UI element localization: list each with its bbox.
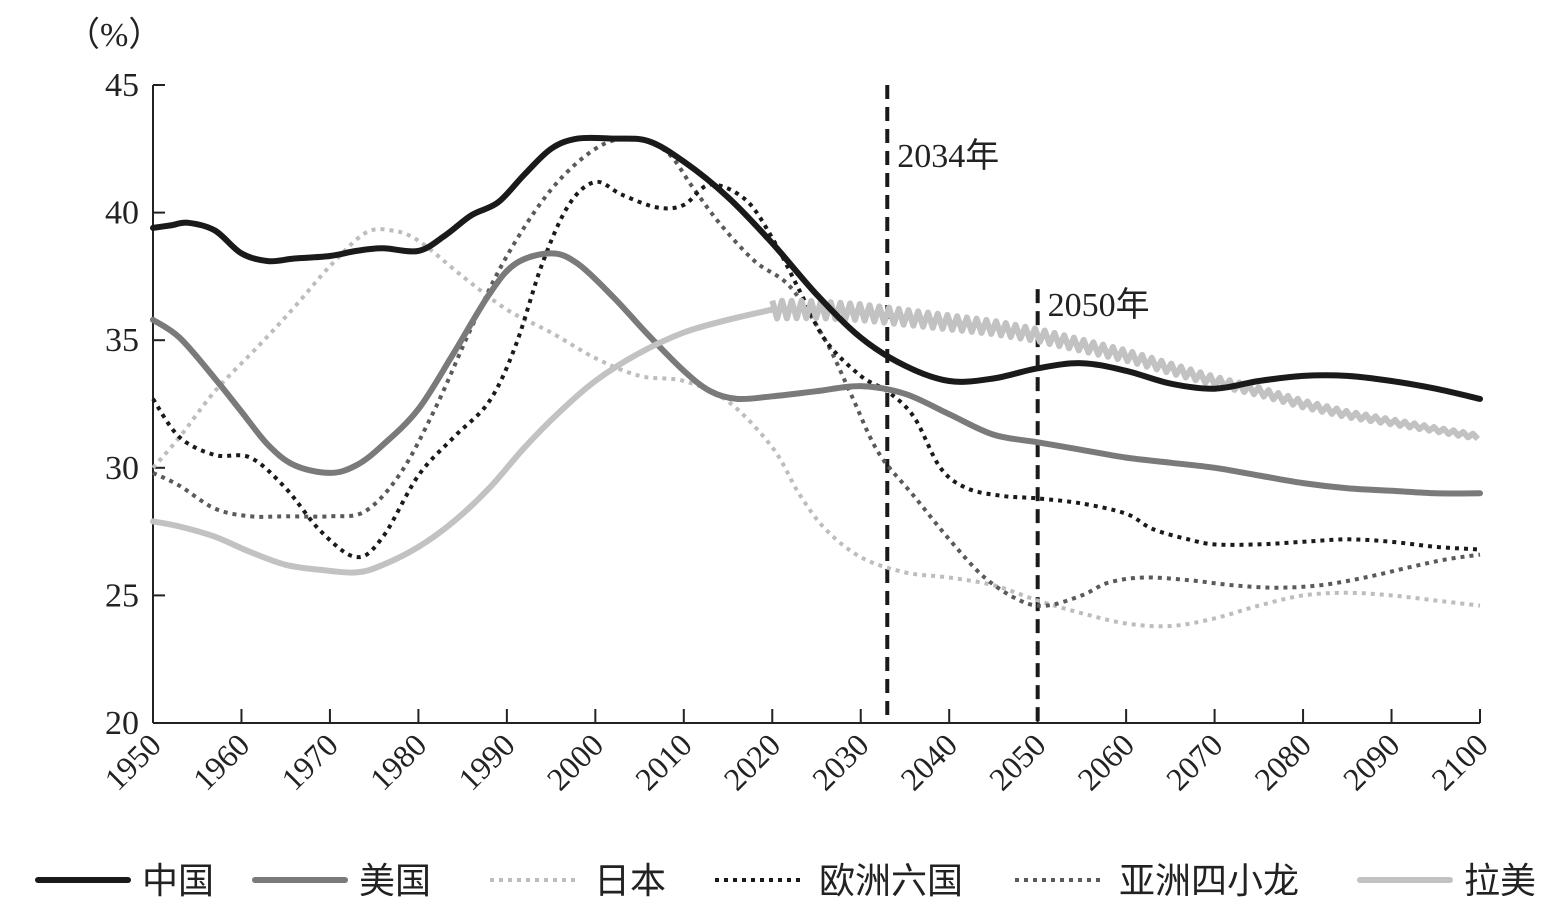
x-tick-label: 1970 <box>274 726 345 797</box>
y-tick-label: 20 <box>105 705 139 742</box>
y-tick-label: 30 <box>105 450 139 487</box>
legend-label: 日本 <box>594 861 666 902</box>
legend-label: 拉美 <box>1464 861 1536 902</box>
y-tick-label: 45 <box>105 67 139 104</box>
x-tick-label: 2000 <box>540 726 611 797</box>
y-tick-label: 35 <box>105 322 139 359</box>
annotation-label: 2050年 <box>1048 286 1150 324</box>
legend-label: 欧洲六国 <box>819 861 963 902</box>
x-tick-label: 2030 <box>805 726 876 797</box>
series-0-line <box>150 134 1483 402</box>
x-tick-label: 2090 <box>1336 726 1407 797</box>
legend-label: 美国 <box>359 861 431 902</box>
y-tick-label: 25 <box>105 577 139 614</box>
y-unit-label: （%） <box>66 16 162 54</box>
x-tick-label: 2060 <box>1070 726 1141 797</box>
annotation-label: 2034年 <box>897 137 999 175</box>
x-tick-label: 1960 <box>186 726 257 797</box>
x-tick-label: 2100 <box>1424 726 1495 797</box>
series-3-line <box>151 179 1481 560</box>
x-tick-label: 2010 <box>628 726 699 797</box>
series-1-line <box>150 250 1483 497</box>
legend: 中国 美国 日本 欧洲六国 亚洲四小龙 拉美 <box>35 861 1536 902</box>
x-tick-label: 1990 <box>451 726 522 797</box>
series-5-wavy-line <box>769 297 1481 442</box>
series-layer <box>150 134 1483 629</box>
x-tick-label: 2040 <box>893 726 964 797</box>
x-tick-label: 2020 <box>717 726 788 797</box>
series-4-line <box>152 136 1481 608</box>
x-tick-label: 2070 <box>1159 726 1230 797</box>
series-2-line <box>151 227 1481 629</box>
legend-label: 亚洲四小龙 <box>1119 861 1299 902</box>
x-tick-label: 2050 <box>982 726 1053 797</box>
annotations: 2034年 2050年 <box>885 85 1150 723</box>
x-tick-label: 1980 <box>363 726 434 797</box>
x-tick-label: 2080 <box>1247 726 1318 797</box>
legend-label: 中国 <box>142 861 214 902</box>
y-tick-label: 40 <box>105 195 139 232</box>
series-5-line <box>150 306 776 576</box>
